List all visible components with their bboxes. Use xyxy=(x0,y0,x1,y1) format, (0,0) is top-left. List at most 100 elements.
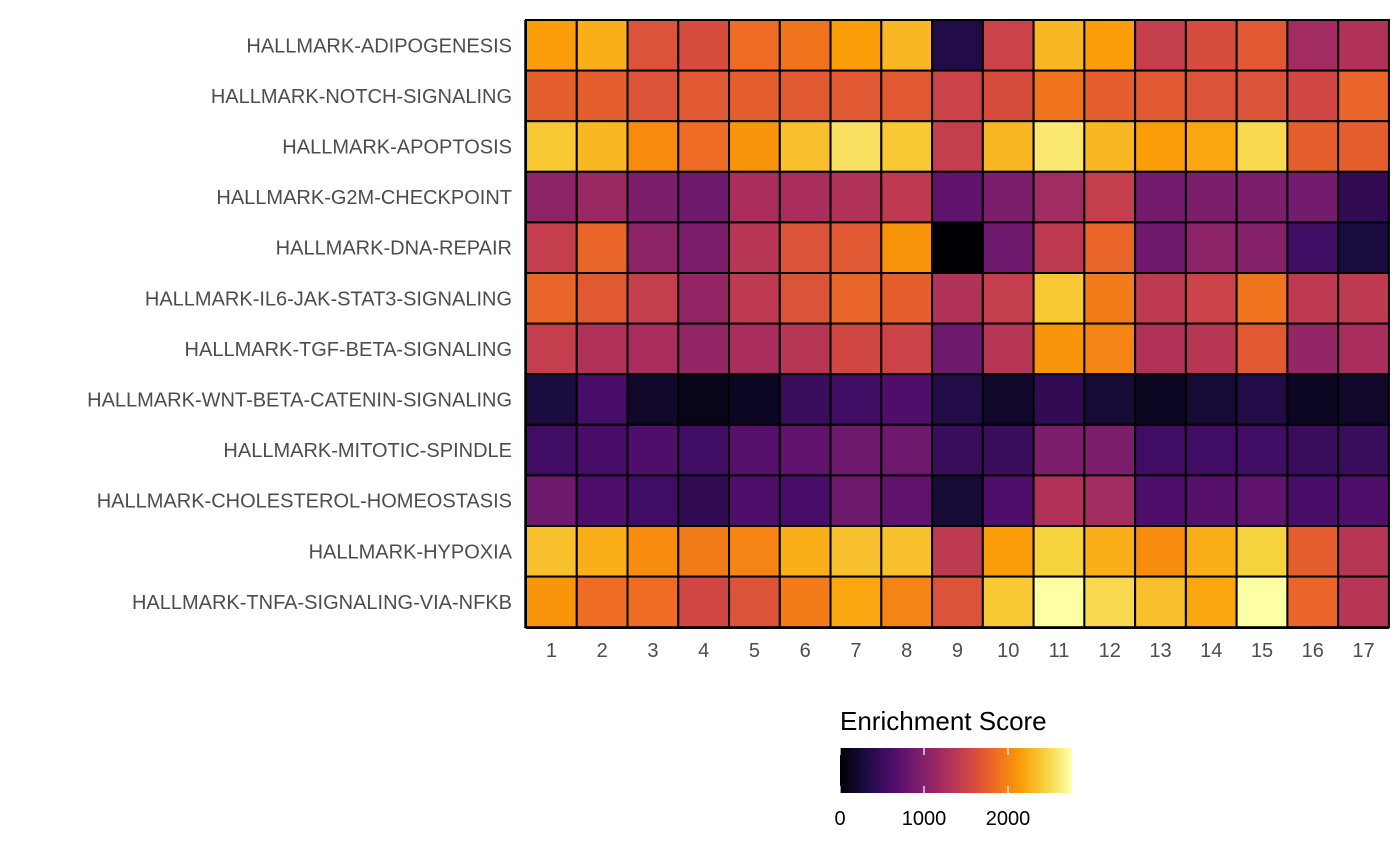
heatmap-cell xyxy=(829,373,883,426)
heatmap-cell xyxy=(677,525,731,578)
heatmap-cell xyxy=(829,170,883,224)
heatmap-cell xyxy=(778,19,832,72)
heatmap-cell xyxy=(1286,474,1340,527)
heatmap-cell xyxy=(1286,221,1340,274)
heatmap-cell xyxy=(728,575,781,629)
heatmap-cell xyxy=(626,170,680,224)
heatmap-cell xyxy=(1337,322,1390,376)
heatmap-cell xyxy=(728,322,781,376)
heatmap-cell xyxy=(1032,423,1086,477)
heatmap-cell xyxy=(1032,474,1086,527)
heatmap-cells xyxy=(525,19,1390,629)
heatmap-cell xyxy=(1083,221,1137,274)
heatmap-cell xyxy=(981,221,1035,274)
heatmap-cell xyxy=(931,373,984,426)
column-label: 16 xyxy=(1302,640,1324,662)
heatmap-cell xyxy=(778,120,832,173)
heatmap-cell xyxy=(931,19,984,72)
heatmap-cell xyxy=(829,525,883,578)
legend-tick-label: 2000 xyxy=(986,808,1031,830)
column-label: 8 xyxy=(901,640,912,662)
column-label: 12 xyxy=(1099,640,1121,662)
heatmap-cell xyxy=(1337,19,1390,72)
row-label: HALLMARK-ADIPOGENESIS xyxy=(246,35,512,57)
heatmap-cell xyxy=(1184,474,1238,527)
heatmap-cell xyxy=(626,575,680,629)
column-labels: 1 2 3 4 5 6 7 8 9 10 11 12 13 14 15 16 17 xyxy=(546,640,1375,662)
heatmap-cell xyxy=(575,69,629,123)
heatmap-cell xyxy=(981,120,1035,173)
heatmap-cell xyxy=(1134,322,1187,376)
heatmap-cell xyxy=(525,373,578,426)
heatmap-cell xyxy=(1032,575,1086,629)
heatmap-cell xyxy=(1235,69,1289,123)
heatmap-cell xyxy=(1032,322,1086,376)
heatmap-cell xyxy=(1235,322,1289,376)
heatmap-cell xyxy=(981,19,1035,72)
heatmap-cell xyxy=(525,322,578,376)
heatmap-cell xyxy=(1286,69,1340,123)
heatmap-cell xyxy=(1286,120,1340,173)
heatmap-cell xyxy=(575,575,629,629)
row-label: HALLMARK-APOPTOSIS xyxy=(282,137,512,159)
heatmap-cell xyxy=(778,423,832,477)
heatmap-cell xyxy=(525,525,578,578)
heatmap-cell xyxy=(1083,525,1137,578)
heatmap-cell xyxy=(1134,373,1187,426)
heatmap-cell xyxy=(525,170,578,224)
heatmap-cell xyxy=(778,474,832,527)
heatmap-cell xyxy=(575,170,629,224)
heatmap-cell xyxy=(575,423,629,477)
heatmap-cell xyxy=(728,423,781,477)
heatmap-cell xyxy=(778,170,832,224)
heatmap-cell xyxy=(626,373,680,426)
heatmap-cell xyxy=(1235,19,1289,72)
heatmap-cell xyxy=(1134,474,1187,527)
heatmap-cell xyxy=(1184,19,1238,72)
row-label: HALLMARK-G2M-CHECKPOINT xyxy=(216,187,512,209)
heatmap-cell xyxy=(1184,170,1238,224)
heatmap-cell xyxy=(575,19,629,72)
heatmap-cell xyxy=(1337,221,1390,274)
heatmap-cell xyxy=(931,474,984,527)
heatmap-cell xyxy=(1286,525,1340,578)
heatmap-cell xyxy=(1235,272,1289,325)
heatmap-cell xyxy=(1083,272,1137,325)
heatmap-cell xyxy=(880,272,934,325)
heatmap-cell xyxy=(880,423,934,477)
heatmap-cell xyxy=(829,322,883,376)
heatmap-cell xyxy=(1032,170,1086,224)
heatmap-cell xyxy=(931,272,984,325)
heatmap-cell xyxy=(1337,525,1390,578)
heatmap-cell xyxy=(677,120,731,173)
heatmap-cell xyxy=(525,423,578,477)
heatmap-cell xyxy=(1286,423,1340,477)
column-label: 14 xyxy=(1200,640,1222,662)
heatmap-cell xyxy=(626,19,680,72)
heatmap-cell xyxy=(1083,69,1137,123)
heatmap-cell xyxy=(1032,525,1086,578)
heatmap-cell xyxy=(728,120,781,173)
heatmap-cell xyxy=(880,120,934,173)
row-label: HALLMARK-CHOLESTEROL-HOMEOSTASIS xyxy=(97,491,512,513)
heatmap-cell xyxy=(1083,19,1137,72)
heatmap-cell xyxy=(626,322,680,376)
heatmap-cell xyxy=(1337,373,1390,426)
heatmap-cell xyxy=(626,69,680,123)
heatmap-cell xyxy=(829,120,883,173)
heatmap-cell xyxy=(1184,525,1238,578)
heatmap-cell xyxy=(880,525,934,578)
heatmap-cell xyxy=(1235,474,1289,527)
heatmap-cell xyxy=(677,221,731,274)
heatmap-cell xyxy=(981,322,1035,376)
row-label: HALLMARK-IL6-JAK-STAT3-SIGNALING xyxy=(145,288,512,310)
heatmap-cell xyxy=(1184,575,1238,629)
heatmap-cell xyxy=(728,69,781,123)
heatmap-cell xyxy=(829,423,883,477)
heatmap-cell xyxy=(981,69,1035,123)
heatmap-cell xyxy=(829,221,883,274)
heatmap-cell xyxy=(575,221,629,274)
heatmap-cell xyxy=(1184,373,1238,426)
row-label: HALLMARK-DNA-REPAIR xyxy=(276,238,512,260)
